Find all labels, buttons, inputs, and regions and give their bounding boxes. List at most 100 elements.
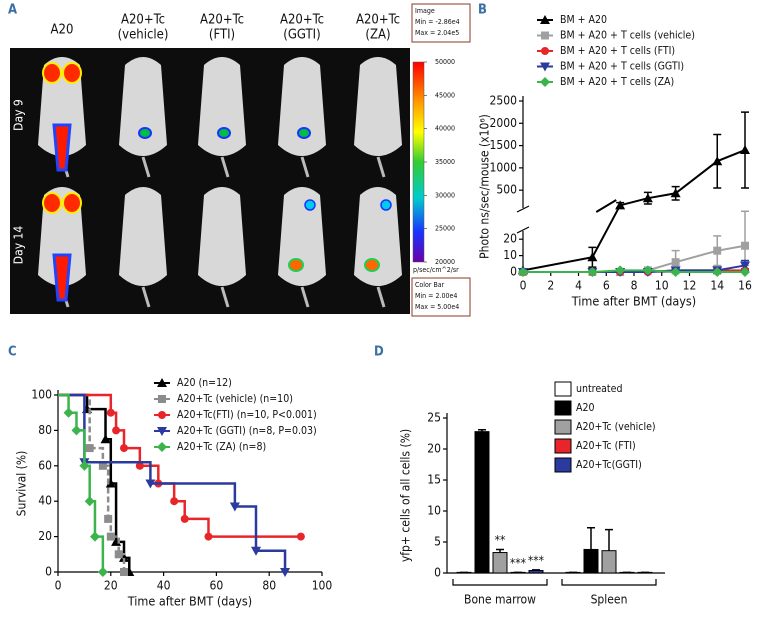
mouse-tail [300, 286, 310, 308]
y-tick-label: 0 [434, 566, 441, 580]
panel-label: A [8, 3, 17, 18]
legend-label: A20+Tc(GGTI) [576, 459, 642, 471]
mouse [278, 57, 326, 156]
legend-label: A20+Tc (ZA) (n=8) [177, 441, 266, 453]
column-header: (vehicle) [118, 28, 169, 43]
axis-break-slash [595, 199, 617, 213]
legend-label: A20 [576, 402, 594, 414]
data-point [85, 444, 94, 453]
x-axis-label: Time after BMT (days) [127, 594, 252, 609]
y-tick-label: 5 [434, 535, 441, 549]
legend-marker [157, 427, 167, 436]
info-text: Color Bar [415, 281, 445, 289]
signal [62, 192, 82, 214]
column-header: (ZA) [365, 28, 390, 43]
data-point [251, 546, 261, 556]
y-tick-label: 60 [38, 458, 52, 472]
x-tick-label: 20 [104, 579, 118, 593]
data-point [587, 267, 598, 277]
x-tick-label: 10 [655, 279, 669, 293]
mouse [119, 57, 167, 156]
error-bar [605, 528, 613, 551]
y-tick-label: 20 [38, 529, 52, 543]
x-tick-label: 60 [210, 579, 224, 593]
data-point [670, 267, 681, 277]
data-point [712, 267, 723, 277]
data-point [280, 568, 291, 577]
y-tick-label: 100 [31, 388, 52, 402]
legend-label: BM + A20 + T cells (GGTI) [560, 61, 684, 73]
data-point [98, 461, 107, 470]
y-tick-label: 0 [510, 265, 517, 279]
error-bar [478, 429, 486, 432]
legend-label: A20+Tc (FTI) [576, 440, 636, 452]
data-point [740, 145, 750, 155]
significance: ** [495, 533, 506, 547]
survival-step [102, 464, 110, 519]
x-tick-label: 16 [738, 279, 752, 293]
data-point [642, 193, 653, 203]
y-tick-label: 2500 [490, 94, 518, 108]
series-line [523, 244, 746, 273]
data-point [180, 514, 189, 523]
info-box [411, 3, 471, 43]
y-tick-label: 80 [38, 423, 52, 437]
data-point [615, 265, 626, 276]
panel-label: C [8, 345, 17, 360]
data-point [104, 514, 113, 523]
significance: *** [510, 556, 527, 570]
x-tick-label: 80 [262, 579, 276, 593]
legend-label: BM + A20 + T cells (FTI) [560, 45, 675, 57]
data-point [296, 532, 305, 541]
data-point [518, 267, 528, 277]
x-tick-label: 0 [520, 279, 527, 293]
legend-label: BM + A20 + T cells (ZA) [560, 76, 674, 88]
data-point [170, 497, 179, 506]
data-point [71, 425, 82, 436]
colorbar-label: 20000 [435, 258, 455, 266]
data-point [112, 426, 121, 435]
data-point [741, 241, 749, 250]
colorbar [412, 61, 425, 263]
data-point [120, 444, 128, 453]
x-axis-label: Time after BMT (days) [571, 294, 696, 309]
data-point [587, 252, 598, 262]
signal [380, 199, 392, 211]
group-bracket [452, 579, 548, 586]
signal [52, 253, 72, 302]
y-tick-label: 20 [427, 442, 441, 456]
legend-swatch [554, 381, 572, 397]
signal [364, 258, 380, 272]
error-bar [532, 569, 540, 571]
mouse-tail [141, 156, 151, 178]
bar [528, 570, 544, 574]
survival-step [184, 517, 210, 537]
mouse [198, 187, 246, 286]
column-header: (GGTI) [283, 28, 320, 43]
data-point [84, 496, 95, 507]
significance: *** [528, 553, 545, 567]
survival-step [89, 499, 97, 537]
survival-step [58, 393, 70, 413]
legend-swatch [554, 457, 572, 473]
survival-step [139, 464, 160, 484]
signal [138, 127, 152, 139]
survival-step [234, 505, 258, 551]
panel-label: D [374, 345, 384, 360]
x-tick-label: Bone marrow [464, 593, 536, 607]
column-header: A20 [51, 23, 74, 38]
info-box [411, 277, 471, 317]
y-tick-label: 500 [496, 183, 517, 197]
info-text: Min = -2.86e4 [415, 18, 460, 26]
y-tick-label: 0 [45, 565, 52, 579]
mouse [198, 57, 246, 156]
mouse [119, 187, 167, 286]
row-label: Day 14 [12, 226, 26, 265]
x-tick-label: 40 [157, 579, 171, 593]
mouse-tail [376, 156, 386, 178]
colorbar-label: 35000 [435, 158, 455, 166]
row-label: Day 9 [12, 99, 26, 131]
survival-step [150, 482, 237, 507]
legend-marker [540, 15, 550, 24]
